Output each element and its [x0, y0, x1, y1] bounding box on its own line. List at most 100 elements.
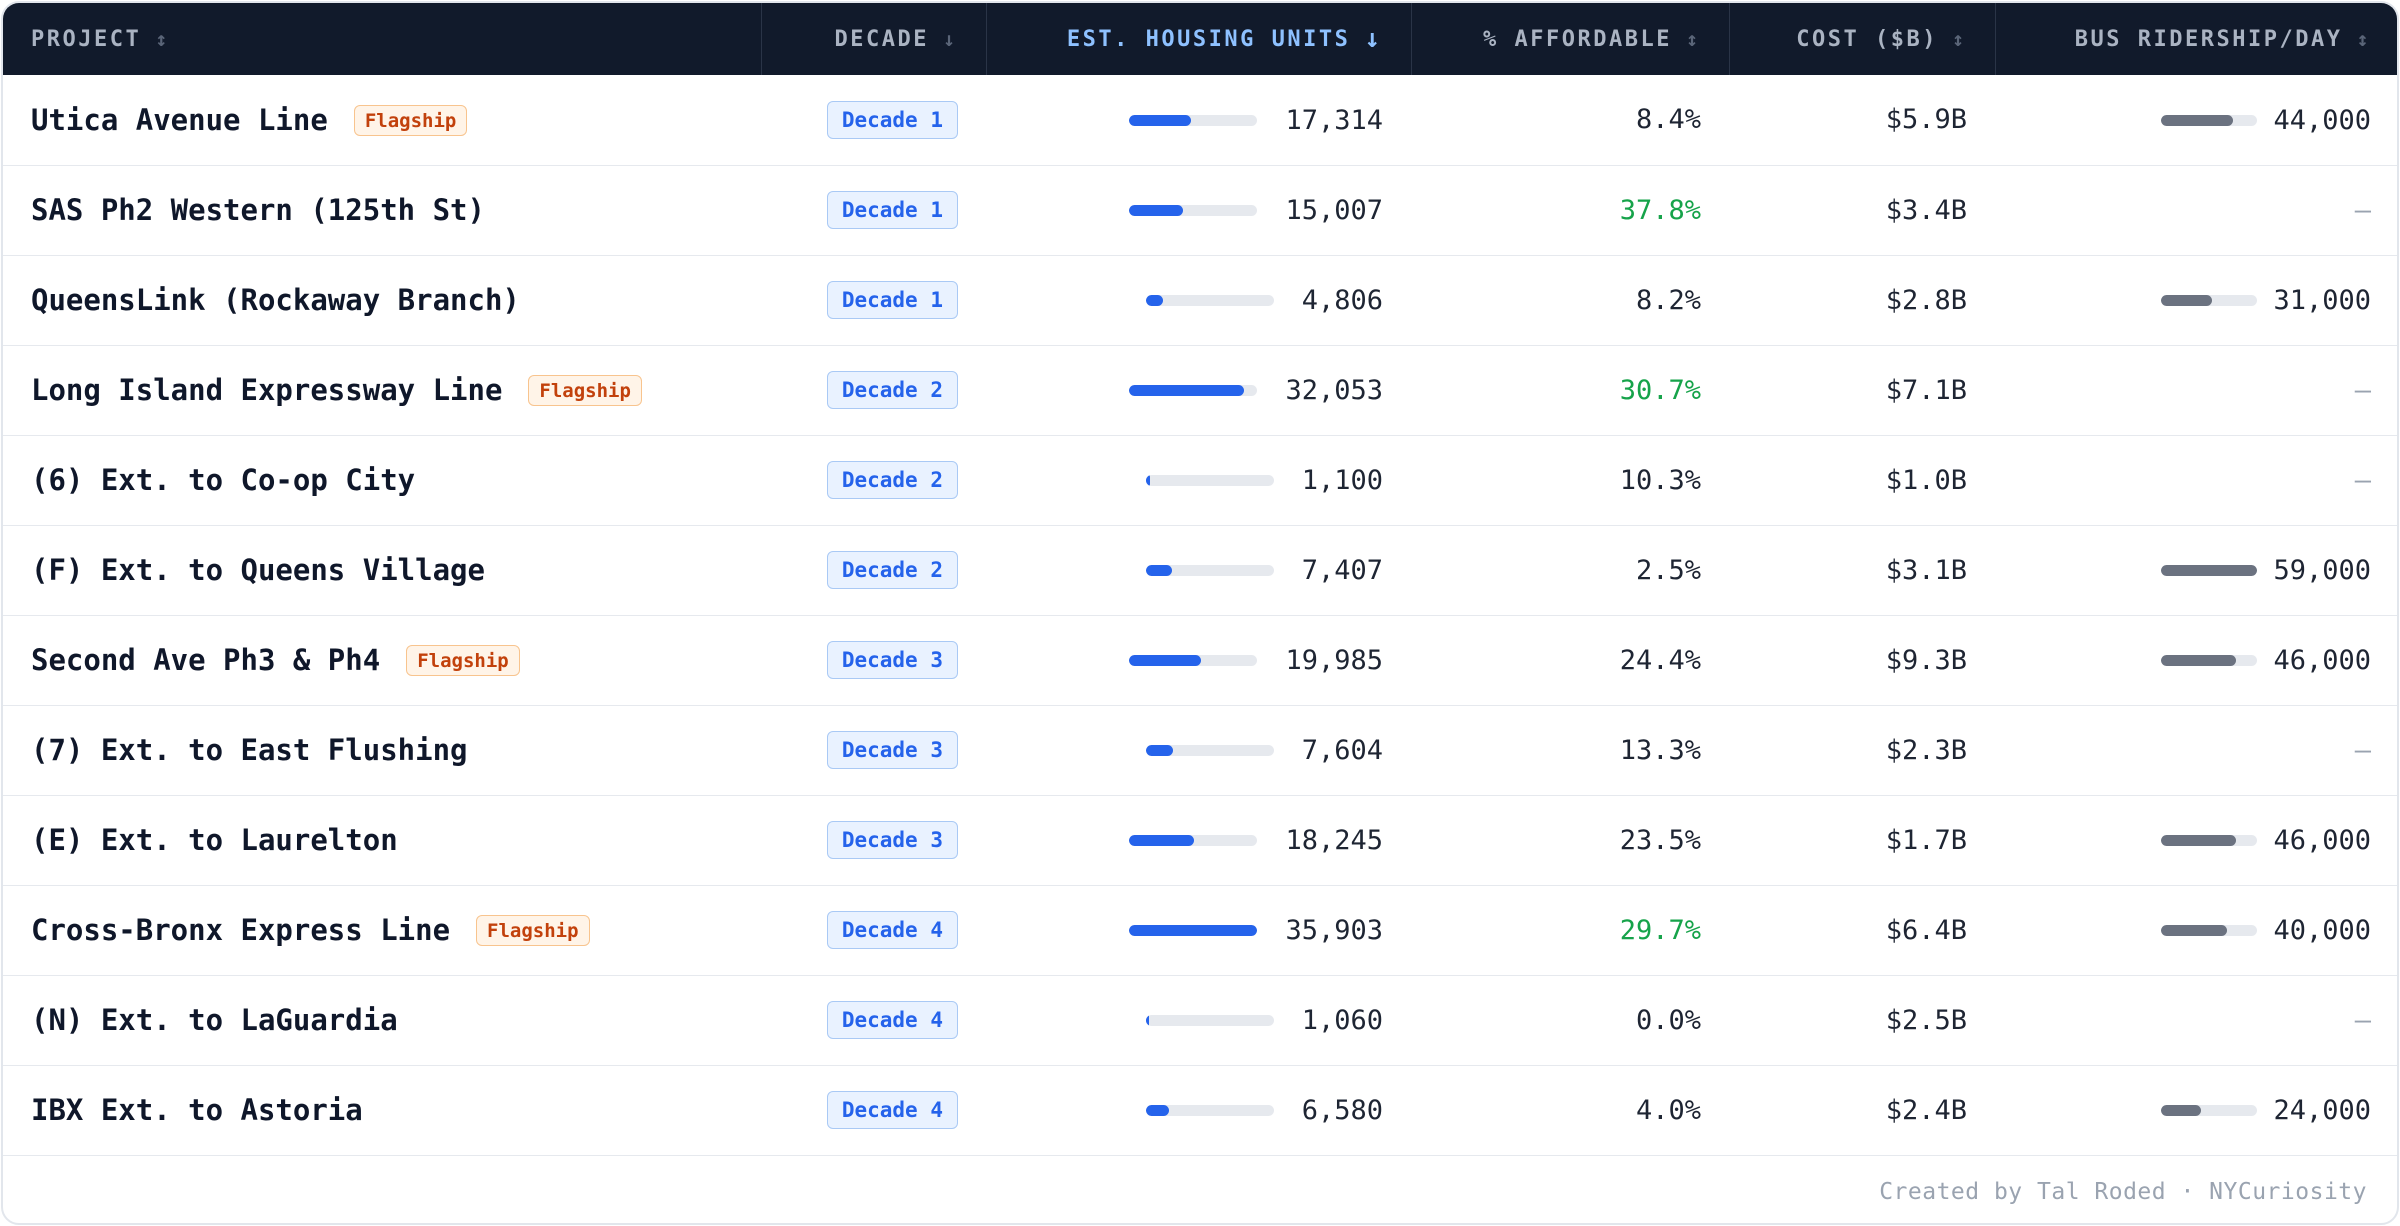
housing-bar-fill — [1145, 565, 1173, 576]
header-housing[interactable]: EST. HOUSING UNITS ↓ — [986, 3, 1412, 75]
bus-ridership-cell: — — [1995, 435, 2397, 525]
project-name: Long Island Expressway Line — [31, 372, 503, 407]
bus-ridership-value: 31,000 — [2273, 285, 2371, 316]
project-cell: (E) Ext. to Laurelton — [3, 795, 761, 885]
housing-value: 7,407 — [1301, 555, 1383, 586]
sort-both-icon: ↕ — [1685, 27, 1701, 52]
decade-badge: Decade 3 — [826, 821, 958, 859]
project-cell: IBX Ext. to Astoria — [3, 1065, 761, 1155]
header-cost[interactable]: COST ($B) ↕ — [1729, 3, 1996, 75]
affordable-cell: 29.7% — [1619, 914, 1701, 946]
project-cell: QueensLink (Rockaway Branch) — [3, 255, 761, 345]
decade-cell: Decade 2 — [761, 525, 986, 615]
housing-cell: 35,903 — [986, 885, 1411, 975]
decade-cell: Decade 4 — [761, 1065, 986, 1155]
bus-ridership-cell: 40,000 — [1995, 885, 2397, 975]
decade-badge: Decade 3 — [826, 731, 958, 769]
housing-value: 1,060 — [1301, 1005, 1383, 1036]
bus-ridership-bar — [2161, 295, 2258, 306]
cost-cell: $7.1B — [1885, 374, 1967, 406]
cost-cell: $2.4B — [1885, 1094, 1967, 1126]
decade-badge: Decade 1 — [826, 191, 958, 229]
bus-ridership-value: 40,000 — [2273, 915, 2371, 946]
sort-both-icon: ↕ — [155, 27, 170, 52]
affordable-cell: 23.5% — [1619, 824, 1701, 856]
housing-bar — [1145, 565, 1274, 576]
cost-cell: $6.4B — [1885, 914, 1967, 946]
header-decade[interactable]: DECADE ↓ — [761, 3, 987, 75]
project-name: (7) Ext. to East Flushing — [31, 733, 468, 767]
housing-value: 17,314 — [1285, 104, 1383, 136]
affordable-cell: 10.3% — [1619, 464, 1701, 496]
bus-ridership-empty: — — [2354, 195, 2371, 226]
affordable-cell: 4.0% — [1635, 1094, 1701, 1126]
housing-cell: 32,053 — [986, 345, 1411, 435]
table-row[interactable]: (7) Ext. to East Flushing Decade 3 7,604… — [3, 705, 2397, 795]
decade-cell: Decade 1 — [761, 255, 986, 345]
housing-bar-fill — [1129, 655, 1201, 666]
table-row[interactable]: QueensLink (Rockaway Branch) Decade 1 4,… — [3, 255, 2397, 345]
decade-cell: Decade 3 — [761, 795, 986, 885]
project-cell: Long Island Expressway Line Flagship — [3, 345, 761, 435]
table-row[interactable]: Cross-Bronx Express Line Flagship Decade … — [3, 885, 2397, 975]
bus-ridership-empty: — — [2354, 735, 2371, 766]
housing-bar-fill — [1129, 835, 1195, 846]
housing-value: 32,053 — [1285, 375, 1383, 406]
housing-bar — [1129, 114, 1258, 126]
housing-bar — [1129, 835, 1258, 846]
decade-badge: Decade 3 — [826, 641, 958, 679]
housing-bar-fill — [1145, 295, 1163, 306]
housing-bar — [1129, 925, 1258, 936]
cost-cell: $9.3B — [1885, 644, 1967, 676]
arrow-down-icon: ↓ — [942, 27, 958, 52]
housing-value: 15,007 — [1285, 195, 1383, 226]
table-row[interactable]: SAS Ph2 Western (125th St) Decade 1 15,0… — [3, 165, 2397, 255]
table-row[interactable]: Long Island Expressway Line Flagship Deca… — [3, 345, 2397, 435]
housing-bar-fill — [1145, 1015, 1150, 1026]
bus-ridership-bar-fill — [2161, 1105, 2201, 1116]
cost-cell: $2.8B — [1885, 284, 1967, 316]
table-row[interactable]: (N) Ext. to LaGuardia Decade 4 1,060 0.0… — [3, 975, 2397, 1065]
table-row[interactable]: (F) Ext. to Queens Village Decade 2 7,40… — [3, 525, 2397, 615]
table-row[interactable]: (6) Ext. to Co-op City Decade 2 1,100 10… — [3, 435, 2397, 525]
housing-bar — [1145, 295, 1274, 306]
table-row[interactable]: (E) Ext. to Laurelton Decade 3 18,245 23… — [3, 795, 2397, 885]
decade-badge: Decade 1 — [826, 100, 958, 139]
housing-value: 7,604 — [1301, 735, 1383, 766]
housing-bar — [1145, 475, 1274, 486]
cost-cell: $2.3B — [1885, 734, 1967, 766]
bus-ridership-bar — [2161, 835, 2258, 846]
bus-ridership-bar-fill — [2161, 295, 2212, 306]
table-row[interactable]: Utica Avenue Line Flagship Decade 1 17,31… — [3, 75, 2397, 165]
sort-both-icon: ↕ — [2356, 27, 2371, 52]
housing-value: 6,580 — [1301, 1095, 1383, 1126]
cost-cell: $3.1B — [1885, 554, 1967, 586]
decade-badge: Decade 4 — [826, 1091, 958, 1129]
header-project[interactable]: PROJECT ↕ — [3, 3, 762, 75]
project-name: QueensLink (Rockaway Branch) — [31, 283, 520, 317]
decade-cell: Decade 4 — [761, 975, 986, 1065]
flagship-badge: Flagship — [528, 375, 642, 407]
bus-ridership-bar — [2161, 925, 2258, 936]
affordable-cell: 24.4% — [1619, 644, 1701, 676]
cost-cell: $5.9B — [1885, 104, 1967, 136]
bus-ridership-cell: — — [1995, 165, 2397, 255]
table-row[interactable]: Second Ave Ph3 & Ph4 Flagship Decade 3 19… — [3, 615, 2397, 705]
bus-ridership-value: 46,000 — [2273, 825, 2371, 856]
housing-bar — [1145, 1105, 1274, 1116]
decade-cell: Decade 1 — [761, 75, 986, 165]
header-bus-ridership[interactable]: BUS RIDERSHIP/DAY ↕ — [2074, 26, 2371, 52]
bus-ridership-value: 24,000 — [2273, 1095, 2371, 1126]
housing-value: 1,100 — [1301, 465, 1383, 496]
housing-cell: 4,806 — [986, 255, 1411, 345]
housing-cell: 19,985 — [986, 615, 1411, 705]
bus-ridership-bar — [2161, 655, 2258, 666]
project-name: Cross-Bronx Express Line — [31, 912, 451, 947]
decade-badge: Decade 2 — [826, 461, 958, 499]
bus-ridership-bar-fill — [2161, 655, 2237, 666]
bus-ridership-cell: 24,000 — [1995, 1065, 2397, 1155]
table-row[interactable]: IBX Ext. to Astoria Decade 4 6,580 4.0% … — [3, 1065, 2397, 1155]
header-affordable[interactable]: % AFFORDABLE ↕ — [1411, 3, 1730, 75]
bus-ridership-cell: — — [1995, 705, 2397, 795]
project-name: IBX Ext. to Astoria — [31, 1093, 363, 1127]
